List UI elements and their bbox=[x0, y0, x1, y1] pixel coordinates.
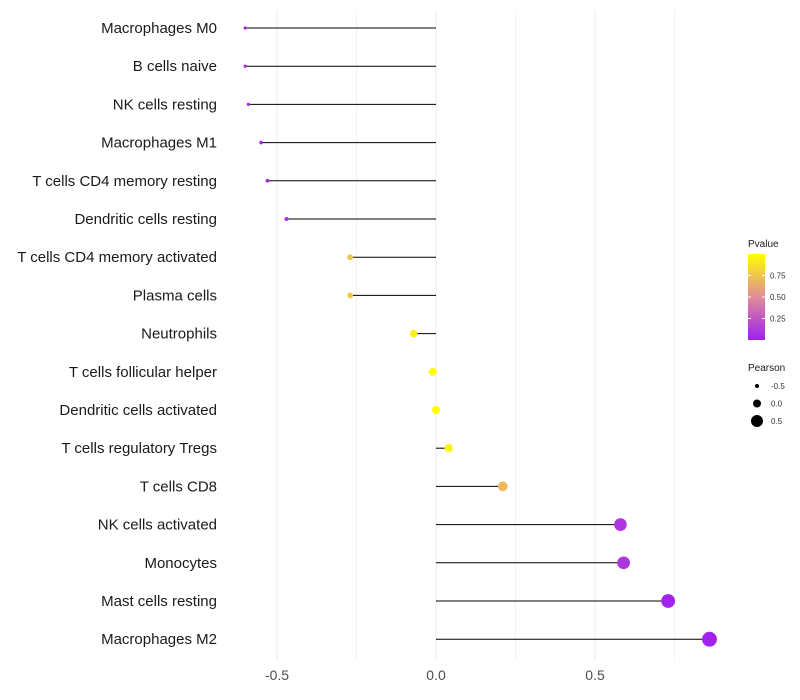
x-axis-ticks: -0.5 0.0 0.5 bbox=[265, 667, 605, 683]
size-legend-key bbox=[751, 415, 763, 427]
colorbar-tick-label: 0.50 bbox=[770, 293, 786, 302]
category-label: Neutrophils bbox=[141, 326, 217, 343]
category-label: T cells CD4 memory resting bbox=[32, 173, 217, 190]
pvalue-legend-title: Pvalue bbox=[748, 239, 779, 250]
category-label: Macrophages M0 bbox=[101, 20, 217, 37]
pearson-legend: Pearson -0.5 0.0 0.5 bbox=[748, 363, 785, 427]
lollipop-points bbox=[243, 26, 717, 647]
lollipop-point bbox=[243, 64, 247, 68]
lollipop-stems bbox=[245, 27, 710, 640]
category-label: NK cells activated bbox=[98, 517, 217, 534]
colorbar-tick-label: 0.75 bbox=[770, 272, 786, 281]
category-label: Macrophages M1 bbox=[101, 135, 217, 152]
size-legend-key bbox=[753, 399, 761, 408]
x-tick-label: -0.5 bbox=[265, 667, 289, 683]
category-label: Plasma cells bbox=[133, 287, 217, 304]
lollipop-point bbox=[617, 556, 630, 570]
lollipop-point bbox=[432, 406, 440, 414]
lollipop-point bbox=[246, 102, 251, 107]
lollipop-point bbox=[614, 518, 627, 531]
lollipop-point bbox=[265, 178, 270, 183]
category-label: NK cells resting bbox=[113, 96, 217, 113]
lollipop-point bbox=[347, 254, 354, 261]
lollipop-point bbox=[444, 444, 453, 453]
category-label: T cells CD8 bbox=[140, 478, 217, 495]
lollipop-point bbox=[243, 26, 247, 30]
category-label: Monocytes bbox=[144, 555, 217, 572]
lollipop-point bbox=[410, 329, 418, 338]
category-label: T cells regulatory Tregs bbox=[61, 440, 217, 457]
category-label: T cells follicular helper bbox=[69, 364, 217, 381]
lollipop-point bbox=[428, 367, 437, 376]
size-legend-label: 0.0 bbox=[771, 400, 783, 409]
category-label: Macrophages M2 bbox=[101, 631, 217, 648]
x-tick-label: 0.0 bbox=[426, 667, 446, 683]
lollipop-point bbox=[284, 216, 289, 222]
category-label: T cells CD4 memory activated bbox=[17, 249, 217, 266]
size-legend-key bbox=[755, 384, 759, 388]
category-labels: Macrophages M0 B cells naive NK cells rest… bbox=[17, 20, 217, 648]
lollipop-point bbox=[347, 292, 354, 299]
size-legend-label: 0.5 bbox=[771, 417, 783, 426]
pvalue-legend: Pvalue 0.75 0.50 0.25 bbox=[748, 239, 786, 340]
x-tick-label: 0.5 bbox=[585, 667, 605, 683]
grid-lines bbox=[276, 10, 675, 660]
pearson-legend-title: Pearson bbox=[748, 363, 785, 374]
category-label: Dendritic cells resting bbox=[74, 211, 217, 228]
pvalue-colorbar bbox=[748, 254, 765, 340]
category-label: B cells naive bbox=[133, 58, 217, 75]
lollipop-point bbox=[702, 631, 717, 647]
lollipop-point bbox=[661, 594, 676, 608]
category-label: Dendritic cells activated bbox=[59, 402, 217, 419]
lollipop-point bbox=[497, 481, 508, 492]
lollipop-point bbox=[259, 140, 263, 145]
colorbar-tick-label: 0.25 bbox=[770, 315, 786, 324]
category-label: Mast cells resting bbox=[101, 593, 217, 610]
size-legend-label: -0.5 bbox=[771, 382, 785, 391]
